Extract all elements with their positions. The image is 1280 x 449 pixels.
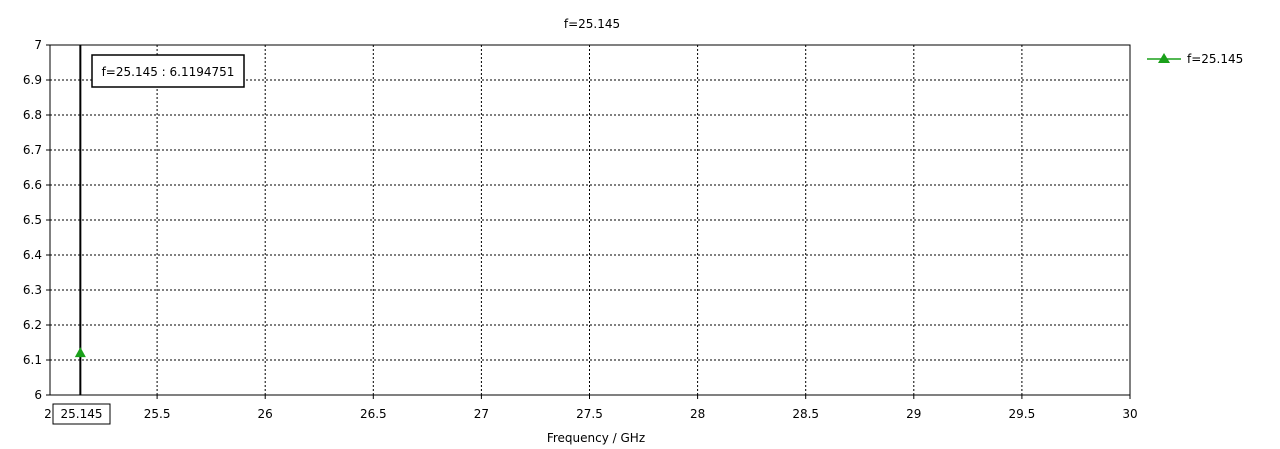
x-tick-label: 29.5 bbox=[1009, 407, 1036, 421]
marker-axis-label-frame bbox=[52, 403, 111, 425]
y-tick-label: 6.7 bbox=[23, 143, 42, 157]
y-tick-label: 6 bbox=[34, 388, 42, 402]
y-tick-label: 6.5 bbox=[23, 213, 42, 227]
marker-annotation-box bbox=[91, 54, 245, 88]
x-tick-label: 27.5 bbox=[576, 407, 603, 421]
x-tick-label: 30 bbox=[1122, 407, 1137, 421]
x-axis-ticks: 25.5 26 26.5 27 27.5 28 28.5 29 29.5 30 bbox=[144, 395, 1138, 421]
x-tick-label: 29 bbox=[906, 407, 921, 421]
marker-annotation-text: f=25.145 : 6.1194751 bbox=[102, 65, 235, 79]
x-axis-title: Frequency / GHz bbox=[547, 431, 645, 445]
marker-axis-label-box[interactable]: 25.145 bbox=[52, 403, 111, 425]
y-tick-label: 7 bbox=[34, 38, 42, 52]
y-axis-ticks: 6 6.1 6.2 6.3 6.4 6.5 6.6 6.7 6.8 6.9 7 bbox=[23, 38, 50, 402]
x-tick-label: 28 bbox=[690, 407, 705, 421]
marker-axis-label: 25.145 bbox=[61, 407, 103, 421]
data-point bbox=[74, 347, 86, 358]
marker-annotation[interactable]: f=25.145 : 6.1194751 bbox=[91, 54, 245, 88]
y-tick-label: 6.9 bbox=[23, 73, 42, 87]
legend-label: f=25.145 bbox=[1187, 52, 1243, 66]
x-axis-start-label: 2 bbox=[44, 407, 52, 421]
y-tick-label: 6.6 bbox=[23, 178, 42, 192]
legend[interactable]: f=25.145 bbox=[1147, 52, 1243, 66]
x-tick-label: 26 bbox=[258, 407, 273, 421]
y-tick-label: 6.3 bbox=[23, 283, 42, 297]
chart-title: f=25.145 bbox=[564, 17, 620, 31]
x-tick-label: 28.5 bbox=[792, 407, 819, 421]
x-tick-label: 27 bbox=[474, 407, 489, 421]
y-tick-label: 6.8 bbox=[23, 108, 42, 122]
y-tick-label: 6.4 bbox=[23, 248, 42, 262]
x-tick-label: 26.5 bbox=[360, 407, 387, 421]
series-layer bbox=[74, 347, 86, 358]
y-tick-label: 6.2 bbox=[23, 318, 42, 332]
legend-triangle-icon bbox=[1158, 53, 1170, 63]
y-tick-label: 6.1 bbox=[23, 353, 42, 367]
x-tick-label: 25.5 bbox=[144, 407, 171, 421]
